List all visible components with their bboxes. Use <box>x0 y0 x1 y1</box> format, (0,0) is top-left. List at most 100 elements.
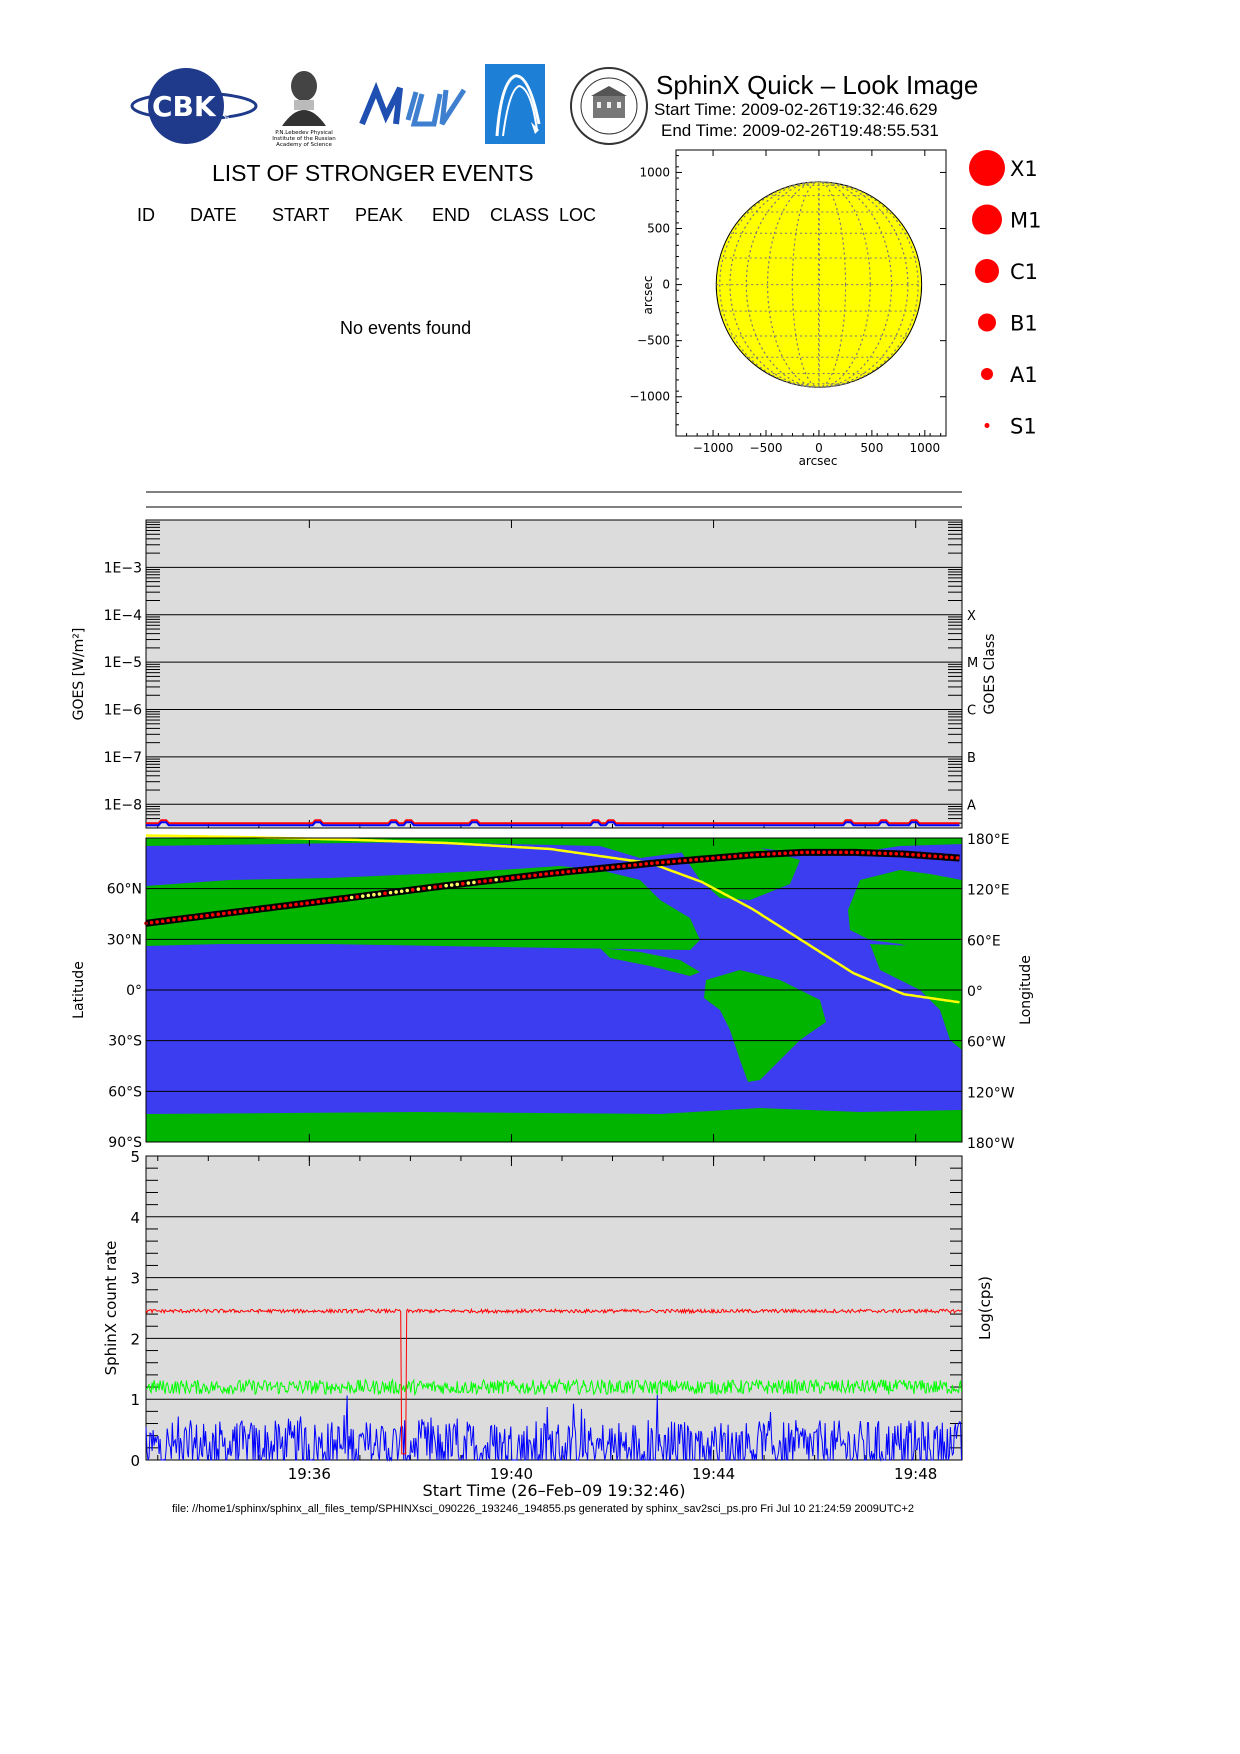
goes-plot-area <box>145 519 963 829</box>
orbit-sample-point <box>894 851 899 856</box>
orbit-sample-point <box>788 851 793 855</box>
orbit-sample-point <box>249 908 254 912</box>
goes-class-label: B <box>967 751 976 766</box>
goes-flux-panel: 1E−8 1E−7 1E−6 1E−5 1E−4 1E−3 A B C M X GOES [W/m²… <box>71 519 998 829</box>
sun-ytick-label: 1000 <box>639 165 670 179</box>
orbit-sample-point <box>511 876 515 880</box>
orbit-sample-point <box>566 869 571 874</box>
sun-longitude-gridline <box>719 181 919 388</box>
col-class: CLASS <box>490 205 550 225</box>
flare-class-marker <box>984 423 990 428</box>
orbit-sample-point <box>344 896 348 901</box>
orbit-sample-point <box>327 898 332 903</box>
orbit-sample-point <box>449 883 454 887</box>
orbit-sample-point <box>888 851 893 856</box>
orbit-sample-point <box>844 850 849 855</box>
orbit-sample-point <box>633 863 637 867</box>
flare-class-marker <box>978 313 996 332</box>
footer-file-info: file: //home1/sphinx/sphinx_all_files_te… <box>172 1503 915 1515</box>
orbit-sample-point <box>766 852 771 856</box>
map-ytick-label: 60°S <box>108 1084 142 1100</box>
col-id: ID <box>137 205 155 225</box>
flare-class-marker <box>975 259 999 283</box>
orbit-sample-point <box>366 893 371 898</box>
svg-text:CBK: CBK <box>152 90 217 123</box>
sun-xtick-label: −500 <box>750 441 783 455</box>
orbit-sample-point <box>877 851 882 856</box>
orbit-sample-point <box>900 852 904 856</box>
rate-ytick-label: 3 <box>130 1270 140 1288</box>
orbit-sample-point <box>438 884 443 889</box>
orbit-sample-point <box>244 908 248 913</box>
end-time: End Time: 2009-02-26T19:48:55.531 <box>661 121 939 140</box>
no-events-message: No events found <box>340 318 472 338</box>
orbit-sample-point <box>272 905 276 910</box>
orbit-sample-point <box>661 860 665 865</box>
orbit-sample-point <box>772 851 776 856</box>
orbit-sample-point <box>822 850 826 855</box>
orbit-sample-point <box>499 877 504 881</box>
orbit-sample-point <box>472 880 476 885</box>
orbit-sample-point <box>338 897 343 901</box>
orbit-sample-point <box>383 891 387 896</box>
orbit-sample-point <box>572 869 576 873</box>
orbit-sample-point <box>655 861 660 865</box>
orbit-sample-point <box>666 860 671 864</box>
map-ytick-label: 0° <box>126 983 142 999</box>
rate-xtick-label: 19:44 <box>692 1465 735 1483</box>
orbit-sample-point <box>455 882 460 887</box>
flare-class-marker <box>981 368 993 380</box>
orbit-sample-point <box>171 918 176 922</box>
orbit-sample-point <box>950 855 954 860</box>
orbit-sample-point <box>505 876 510 881</box>
orbit-sample-point <box>711 856 715 860</box>
col-start: START <box>272 205 330 225</box>
orbit-sample-point <box>160 919 165 923</box>
orbit-sample-point <box>199 914 204 919</box>
orbit-sample-point <box>694 857 699 862</box>
orbit-sample-point <box>866 851 871 855</box>
sun-xtick-label: −1000 <box>693 441 734 455</box>
sun-ytick-label: 500 <box>647 222 670 236</box>
goes-ytick-label: 1E−8 <box>104 797 142 813</box>
orbit-sample-point <box>522 874 526 879</box>
orbit-sample-point <box>305 901 309 905</box>
orbit-sample-point <box>577 868 582 873</box>
orbit-sample-point <box>922 853 926 858</box>
orbit-sample-point <box>444 883 448 888</box>
orbit-sample-point <box>855 850 860 855</box>
orbit-sample-point <box>555 870 560 875</box>
map-y2tick-label: 120°E <box>967 883 1010 899</box>
goes-class-label: M <box>967 656 978 671</box>
orbit-sample-point <box>727 854 732 859</box>
orbit-sample-point <box>533 873 537 878</box>
goes-ytick-label: 1E−3 <box>104 560 142 576</box>
orbit-sample-point <box>861 850 865 855</box>
orbit-sample-point <box>372 892 376 897</box>
col-loc: LOC <box>559 205 597 225</box>
goes-ytick-label: 1E−7 <box>104 750 142 766</box>
orbit-sample-point <box>827 850 832 855</box>
goes-ytick-label: 1E−4 <box>104 608 142 624</box>
cbk-pan-logo: CBK PAN <box>130 66 258 146</box>
orbit-sample-point <box>477 879 482 884</box>
orbit-sample-point <box>461 881 465 886</box>
flare-class-label: C1 <box>1010 260 1038 284</box>
map-ytick-label: 90°S <box>108 1135 142 1151</box>
orbit-sample-point <box>433 885 437 889</box>
orbit-sample-point <box>427 885 432 890</box>
rate-xtick-label: 19:36 <box>288 1465 331 1483</box>
orbit-sample-point <box>677 859 682 863</box>
count-rate-panel: 0 1 2 3 4 5 19:36 19:40 19:44 19:48 SphinX count … <box>102 1148 994 1500</box>
map-y2label: Longitude <box>1018 955 1034 1025</box>
orbit-sample-point <box>416 887 421 891</box>
orbit-sample-point <box>927 854 932 858</box>
orbit-sample-point <box>466 881 471 885</box>
orbit-sample-point <box>216 912 221 917</box>
orbit-sample-point <box>599 866 604 871</box>
orbit-sample-point <box>838 850 843 855</box>
orbit-sample-point <box>683 858 687 863</box>
orbit-sample-point <box>638 862 643 867</box>
orbit-sample-point <box>816 850 821 855</box>
orbit-sample-point <box>944 855 949 859</box>
